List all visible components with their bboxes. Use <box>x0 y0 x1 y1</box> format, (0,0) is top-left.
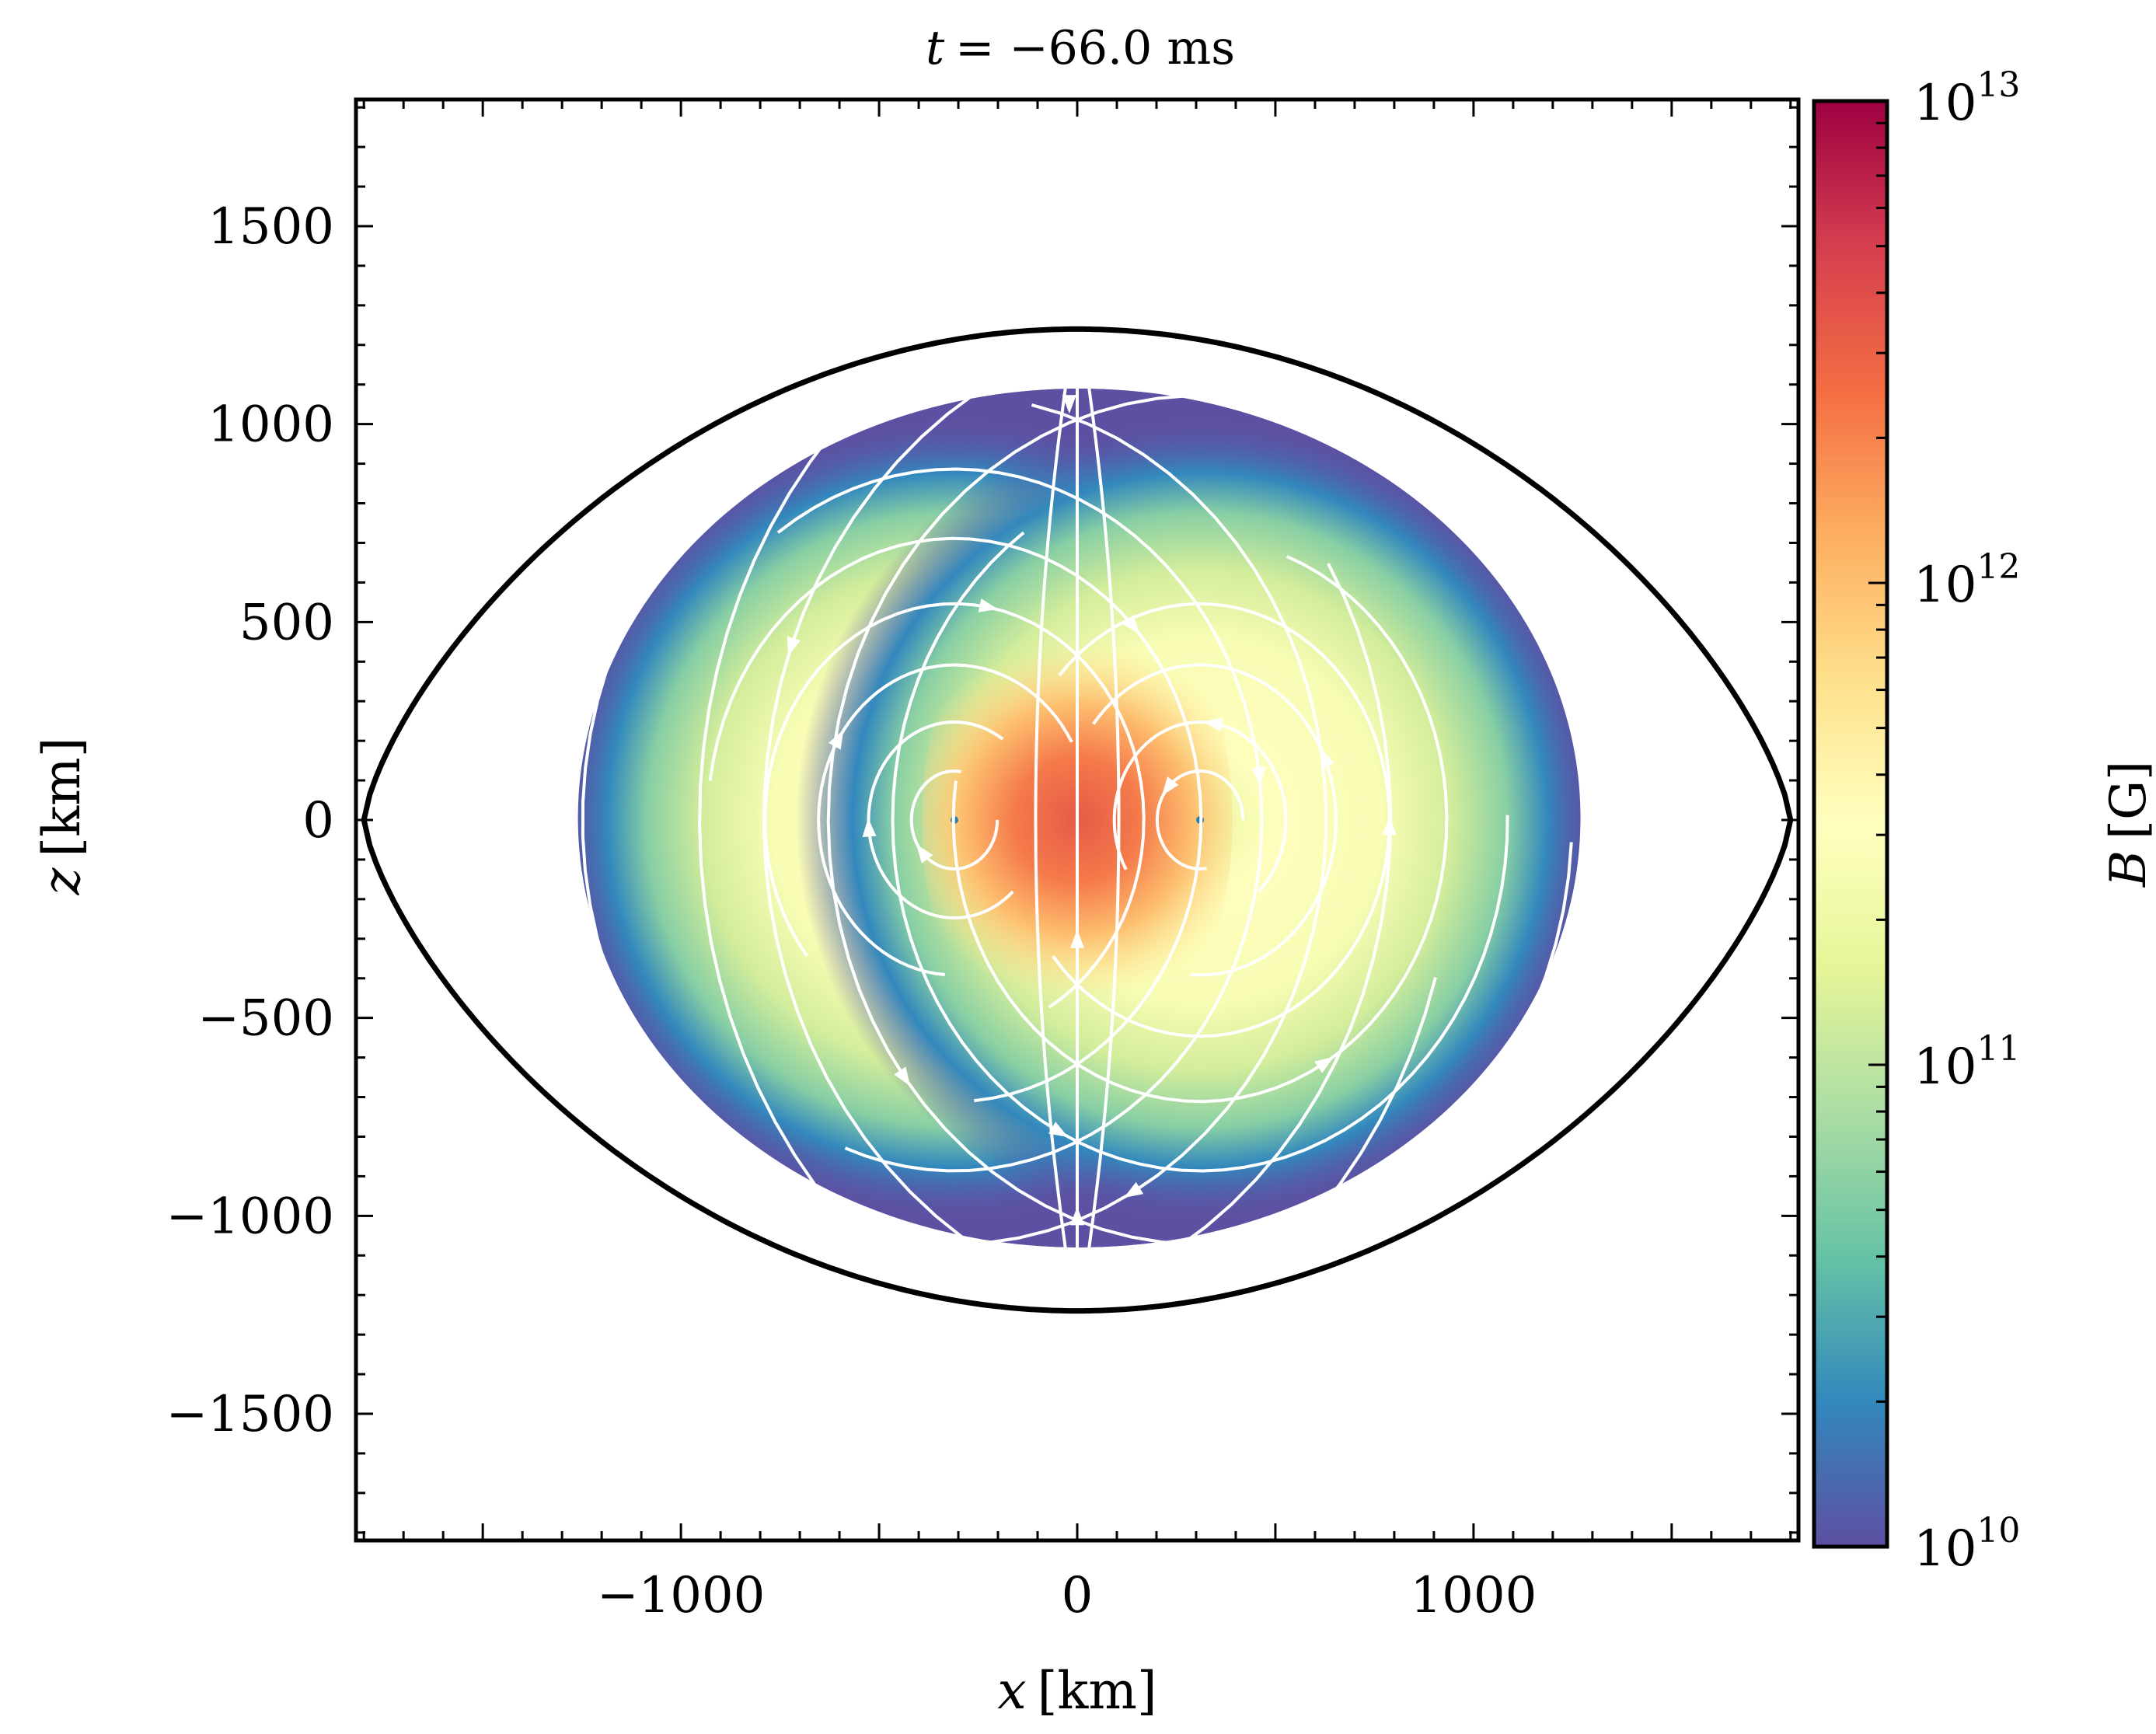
y-tick-label: 1500 <box>208 198 334 256</box>
x-axis-unit: [km] <box>1038 1661 1157 1721</box>
x-tick-label: −1000 <box>597 1567 766 1624</box>
streamline <box>1034 388 1067 1248</box>
colorbar-tick-label: 1011 <box>1914 1029 2020 1096</box>
colorbar-tick-label: 1012 <box>1914 547 2020 614</box>
y-tick-labels: −1500 −1000 −500 0 500 1000 1500 <box>166 198 335 1443</box>
streamline-arrow <box>1320 748 1334 769</box>
x-tick-label: 0 <box>1062 1567 1094 1624</box>
streamline-arrow <box>787 636 801 657</box>
y-tick-label: −1500 <box>166 1386 335 1443</box>
chart-title: t = −66.0 ms <box>926 21 1235 75</box>
x-axis-label: x [km] <box>997 1661 1156 1721</box>
streamline-arrow <box>1382 816 1397 836</box>
streamline <box>1087 388 1121 1248</box>
streamline-arrow <box>1203 717 1223 732</box>
y-tick-label: 500 <box>239 594 334 651</box>
colorbar-ticks: 1010 1011 1012 1013 <box>1868 65 2020 1578</box>
colorbar-gradient <box>1812 99 1889 1549</box>
streamline-arrow <box>1062 395 1076 414</box>
y-tick-label: −1000 <box>166 1188 335 1245</box>
streamline-arrow <box>916 844 933 864</box>
colorbar-label: B [G] <box>2100 761 2156 888</box>
y-axis-variable: z <box>32 867 92 895</box>
streamline-arrow <box>862 818 877 837</box>
colorbar-variable: B <box>2100 850 2156 888</box>
colorbar-unit: [G] <box>2100 761 2156 839</box>
colorbar-tick-label: 1013 <box>1914 65 2020 132</box>
x-tick-label: 1000 <box>1410 1567 1537 1624</box>
colorbar: 1010 1011 1012 1013 B [G] <box>1812 65 2156 1578</box>
streamline-arrow <box>894 1066 911 1087</box>
y-tick-label: −500 <box>197 990 334 1048</box>
streamline-arrow <box>1048 1122 1069 1137</box>
streamline-arrow <box>1251 766 1266 787</box>
streamline-arrow <box>1122 615 1140 634</box>
field-streamlines <box>356 99 1798 1540</box>
outside-region-mask <box>356 99 1798 1540</box>
colorbar-tick-label: 1010 <box>1914 1511 2020 1578</box>
streamline-arrow <box>1161 776 1179 796</box>
y-axis-unit: [km] <box>32 738 92 857</box>
streamline-arrow <box>978 598 999 612</box>
plot-area <box>356 99 1798 1540</box>
streamline-arrow <box>1070 1206 1084 1226</box>
y-axis-label: z [km] <box>32 738 92 896</box>
streamline-arrow <box>1070 929 1084 948</box>
title-value: = −66.0 ms <box>955 21 1235 75</box>
title-variable: t <box>926 21 945 75</box>
y-tick-label: 0 <box>302 792 334 850</box>
x-axis-variable: x <box>997 1661 1026 1721</box>
x-tick-labels: −1000 0 1000 <box>597 1567 1537 1624</box>
y-tick-label: 1000 <box>208 396 334 454</box>
streamline-arrow <box>1124 1181 1144 1198</box>
plot-frame <box>354 97 1801 1543</box>
streamline-arrow <box>1314 1056 1334 1073</box>
